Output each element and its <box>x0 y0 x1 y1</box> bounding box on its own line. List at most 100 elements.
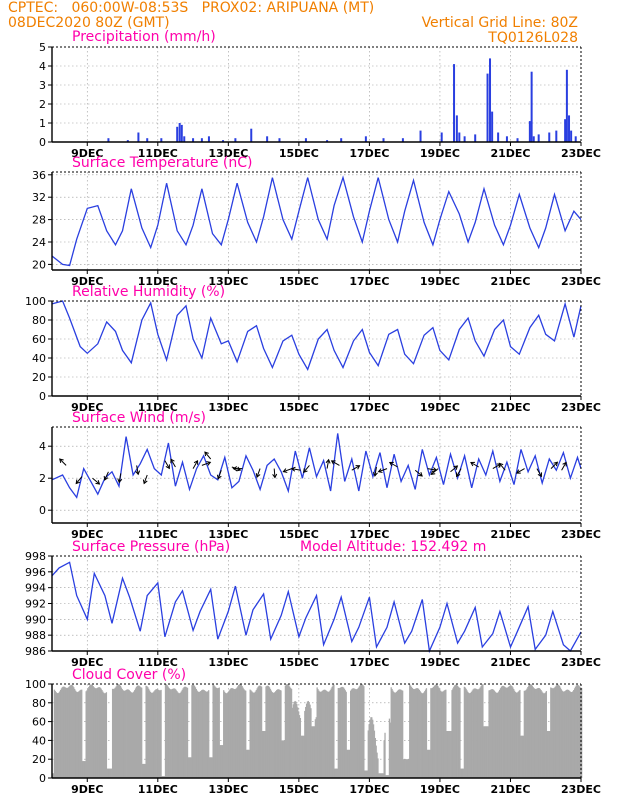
cloud-bar <box>514 692 517 778</box>
cloud-bar <box>55 692 57 778</box>
cloud-bar <box>549 731 551 778</box>
cloud-bar <box>337 687 339 778</box>
cloud-bar <box>181 689 183 778</box>
precip-bar <box>565 69 568 142</box>
cloud-bar <box>171 689 173 778</box>
wind-arrow-head <box>272 473 278 479</box>
cloud-bar <box>261 731 264 778</box>
wind-arrow <box>378 468 388 473</box>
x-tick-label: 21DEC <box>490 783 530 796</box>
precip-bar <box>474 134 477 142</box>
cloud-bar <box>284 685 287 778</box>
cloud-bar <box>239 684 242 778</box>
cloud-bar <box>62 686 64 778</box>
cloud-bar <box>67 687 70 778</box>
cloud-bar <box>272 692 274 778</box>
cloud-bar <box>102 691 104 778</box>
cloud-bar <box>303 735 305 778</box>
precip-bar <box>419 130 422 142</box>
precip-bar <box>183 136 186 142</box>
cloud-bar <box>68 686 71 778</box>
x-tick-label: 23DEC <box>561 783 601 796</box>
cloud-bar <box>207 691 209 778</box>
cloud-bar <box>490 689 492 778</box>
cloud-bar <box>551 687 553 778</box>
cloud-bar <box>52 773 55 778</box>
y-tick-label: 992 <box>25 598 46 611</box>
cloud-bar <box>166 685 168 778</box>
cloud-bar <box>539 688 541 778</box>
y-tick-label: 32 <box>32 191 46 204</box>
cloud-bar <box>333 684 335 778</box>
y-tick-label: 4 <box>39 60 46 73</box>
x-tick-label: 19DEC <box>420 147 460 160</box>
cloud-bar <box>117 684 119 778</box>
cloud-bar <box>108 768 110 778</box>
series-line <box>51 561 582 654</box>
cloud-bar <box>356 689 358 778</box>
cloud-bar <box>142 763 145 778</box>
cloud-bar <box>501 685 503 778</box>
precip-bar <box>555 130 558 142</box>
cloud-bar <box>327 691 330 778</box>
cloud-bar <box>116 685 118 778</box>
cloud-bar <box>486 726 488 778</box>
cloud-bar <box>72 685 74 778</box>
cloud-bar <box>388 718 391 778</box>
precip-bar <box>160 138 163 142</box>
cloud-bar <box>577 684 579 778</box>
cloud-bar <box>528 684 531 778</box>
cloud-bar <box>98 687 101 778</box>
cloud-bar <box>137 685 139 778</box>
wind-arrow <box>118 473 122 483</box>
wind-arrow-head <box>75 479 81 485</box>
cloud-bar <box>225 693 227 778</box>
cloud-bar <box>119 684 121 778</box>
cloud-bar <box>198 691 200 778</box>
cloud-bar <box>247 749 250 778</box>
x-tick-label: 19DEC <box>420 528 460 541</box>
y-tick-label: 40 <box>32 734 46 747</box>
wind-arrow <box>204 451 212 460</box>
cloud-bar <box>251 691 253 778</box>
cloud-bar <box>245 749 248 778</box>
cloud-bar <box>417 688 420 778</box>
cloud-bar <box>66 687 69 778</box>
wind-arrow-head <box>255 473 261 478</box>
wind-arrow-head <box>59 458 64 464</box>
cloud-bar <box>578 685 580 778</box>
cloud-bar <box>443 690 445 778</box>
x-tick-label: 13DEC <box>208 147 248 160</box>
cloud-bar <box>111 768 113 778</box>
cloud-bar <box>573 688 576 778</box>
cloud-bar <box>69 685 71 778</box>
wind-arrow-head <box>232 466 238 472</box>
cloud-bar <box>534 688 536 778</box>
cloud-bar <box>323 689 325 778</box>
cloud-bar <box>447 731 450 778</box>
precip-bar <box>192 138 195 142</box>
cloud-bar <box>133 691 135 778</box>
cloud-bar <box>568 690 570 778</box>
cloud-bar <box>131 692 133 778</box>
cloud-bar <box>402 759 405 778</box>
cloud-bar <box>411 688 414 778</box>
cloud-bar <box>241 686 243 778</box>
x-tick-label: 17DEC <box>349 528 389 541</box>
x-tick-label: 15DEC <box>279 528 319 541</box>
cloud-bar <box>540 690 542 778</box>
cloud-bar <box>488 690 490 778</box>
cloud-bar <box>145 685 147 778</box>
wind-arrow <box>414 469 423 477</box>
x-tick-label: 23DEC <box>561 528 601 541</box>
cloud-bar <box>513 689 515 778</box>
precip-bar <box>548 132 551 142</box>
cloud-bar <box>426 749 428 778</box>
cloud-bar <box>196 690 198 778</box>
cloud-bar <box>165 684 168 778</box>
cloud-bar <box>232 688 235 778</box>
cloud-bar <box>186 687 189 778</box>
cloud-bar <box>555 685 557 778</box>
precip-bar <box>107 138 110 142</box>
cloud-bar <box>344 690 346 778</box>
